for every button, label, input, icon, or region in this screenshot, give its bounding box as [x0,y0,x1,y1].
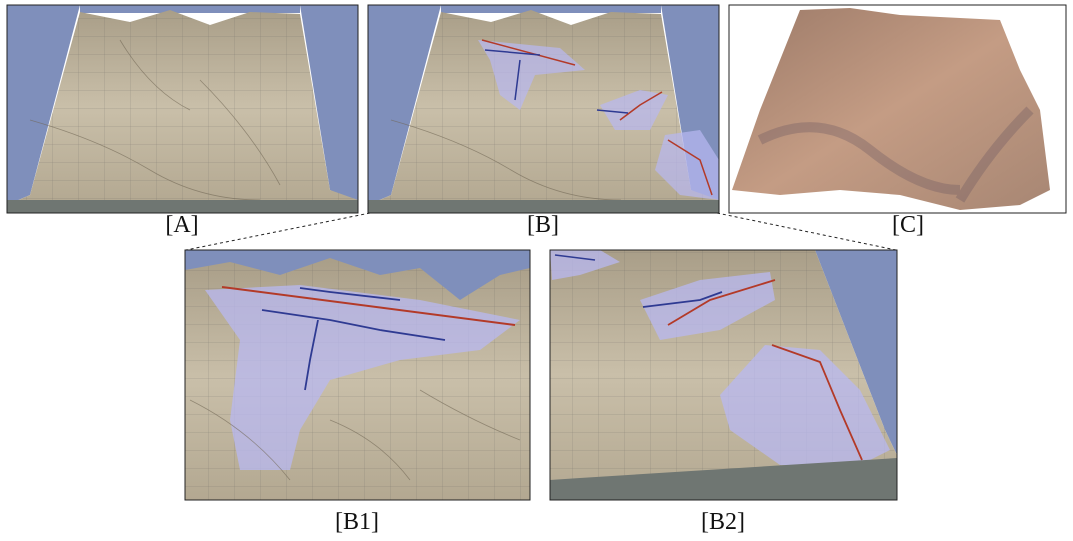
sky [441,5,661,13]
panel-b1 [185,250,530,500]
panel-a [7,5,358,213]
panel-label: [B] [527,212,559,238]
sky [80,5,300,13]
panel-label: [B2] [701,509,745,535]
panel-label: [B1] [335,509,379,535]
connector [186,213,370,250]
panel-c [729,5,1066,213]
connector [717,213,896,250]
panel-b2 [550,250,897,500]
panel-b [368,5,719,213]
panel-label: [C] [892,212,924,238]
figure: [A] [B] [C] [B1] [B2] [0,0,1073,541]
panel-label: [A] [165,212,198,238]
